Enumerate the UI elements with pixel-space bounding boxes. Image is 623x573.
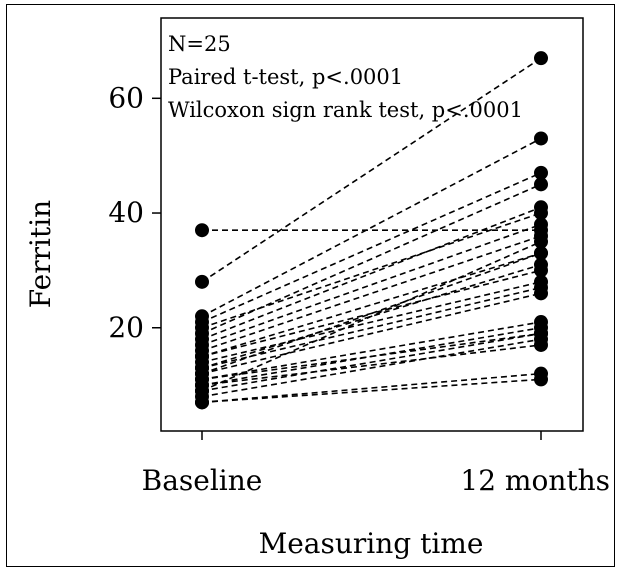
subject-line-20: [201, 344, 542, 386]
subject-line-7: [201, 206, 542, 340]
baseline-point-2: [195, 274, 209, 289]
subject-line-25: [201, 372, 542, 404]
plot-box: [160, 17, 584, 432]
annotation-n: N=25: [168, 32, 231, 56]
twelve-month-point-23: [534, 332, 548, 347]
subject-line-13: [201, 263, 542, 369]
twelve-month-point-2: [534, 51, 548, 66]
x-tick-label-1: Baseline: [142, 464, 263, 497]
twelve-month-point-21: [534, 234, 548, 249]
annotation-wilcoxon: Wilcoxon sign rank test, p<.0001: [168, 98, 523, 122]
axis-layer: 20 40 60 Baseline 12 months: [108, 81, 610, 497]
series-layer: [195, 51, 548, 410]
baseline-point-25: [195, 395, 209, 410]
x-tick-label-2: 12 months: [460, 464, 610, 497]
subject-line-22: [201, 332, 542, 392]
subject-line-12: [201, 281, 542, 363]
twelve-month-point-25: [534, 366, 548, 381]
twelve-month-point-6: [534, 177, 548, 192]
subject-line-24: [201, 378, 542, 404]
subject-line-14: [201, 286, 542, 369]
twelve-month-point-3: [534, 131, 548, 146]
subject-line-11: [201, 269, 542, 358]
figure-frame: [6, 4, 615, 567]
subject-line-2: [201, 57, 542, 283]
twelve-month-point-7: [534, 200, 548, 215]
subject-line-6: [201, 183, 542, 335]
y-axis-title: Ferritin: [24, 200, 57, 308]
annotation-ttest: Paired t-test, p<.0001: [168, 65, 403, 89]
twelve-month-point-8: [534, 217, 548, 232]
subject-line-23: [201, 338, 542, 398]
subject-line-4: [201, 172, 542, 323]
subject-line-10: [201, 252, 542, 358]
subject-line-19: [201, 326, 542, 386]
subject-line-8: [201, 223, 542, 346]
twelve-month-point-15: [534, 286, 548, 301]
y-tick-label-60: 60: [108, 81, 144, 114]
subject-line-17: [201, 321, 542, 381]
x-axis-title: Measuring time: [259, 527, 484, 560]
y-tick-label-20: 20: [108, 311, 144, 344]
subject-line-21: [201, 240, 542, 392]
twelve-month-point-4: [534, 165, 548, 180]
baseline-point-1: [195, 223, 209, 238]
twelve-month-point-13: [534, 257, 548, 272]
subject-line-3: [201, 137, 542, 317]
twelve-month-point-16: [534, 246, 548, 261]
subject-line-15: [201, 292, 542, 375]
y-tick-label-40: 40: [108, 196, 144, 229]
